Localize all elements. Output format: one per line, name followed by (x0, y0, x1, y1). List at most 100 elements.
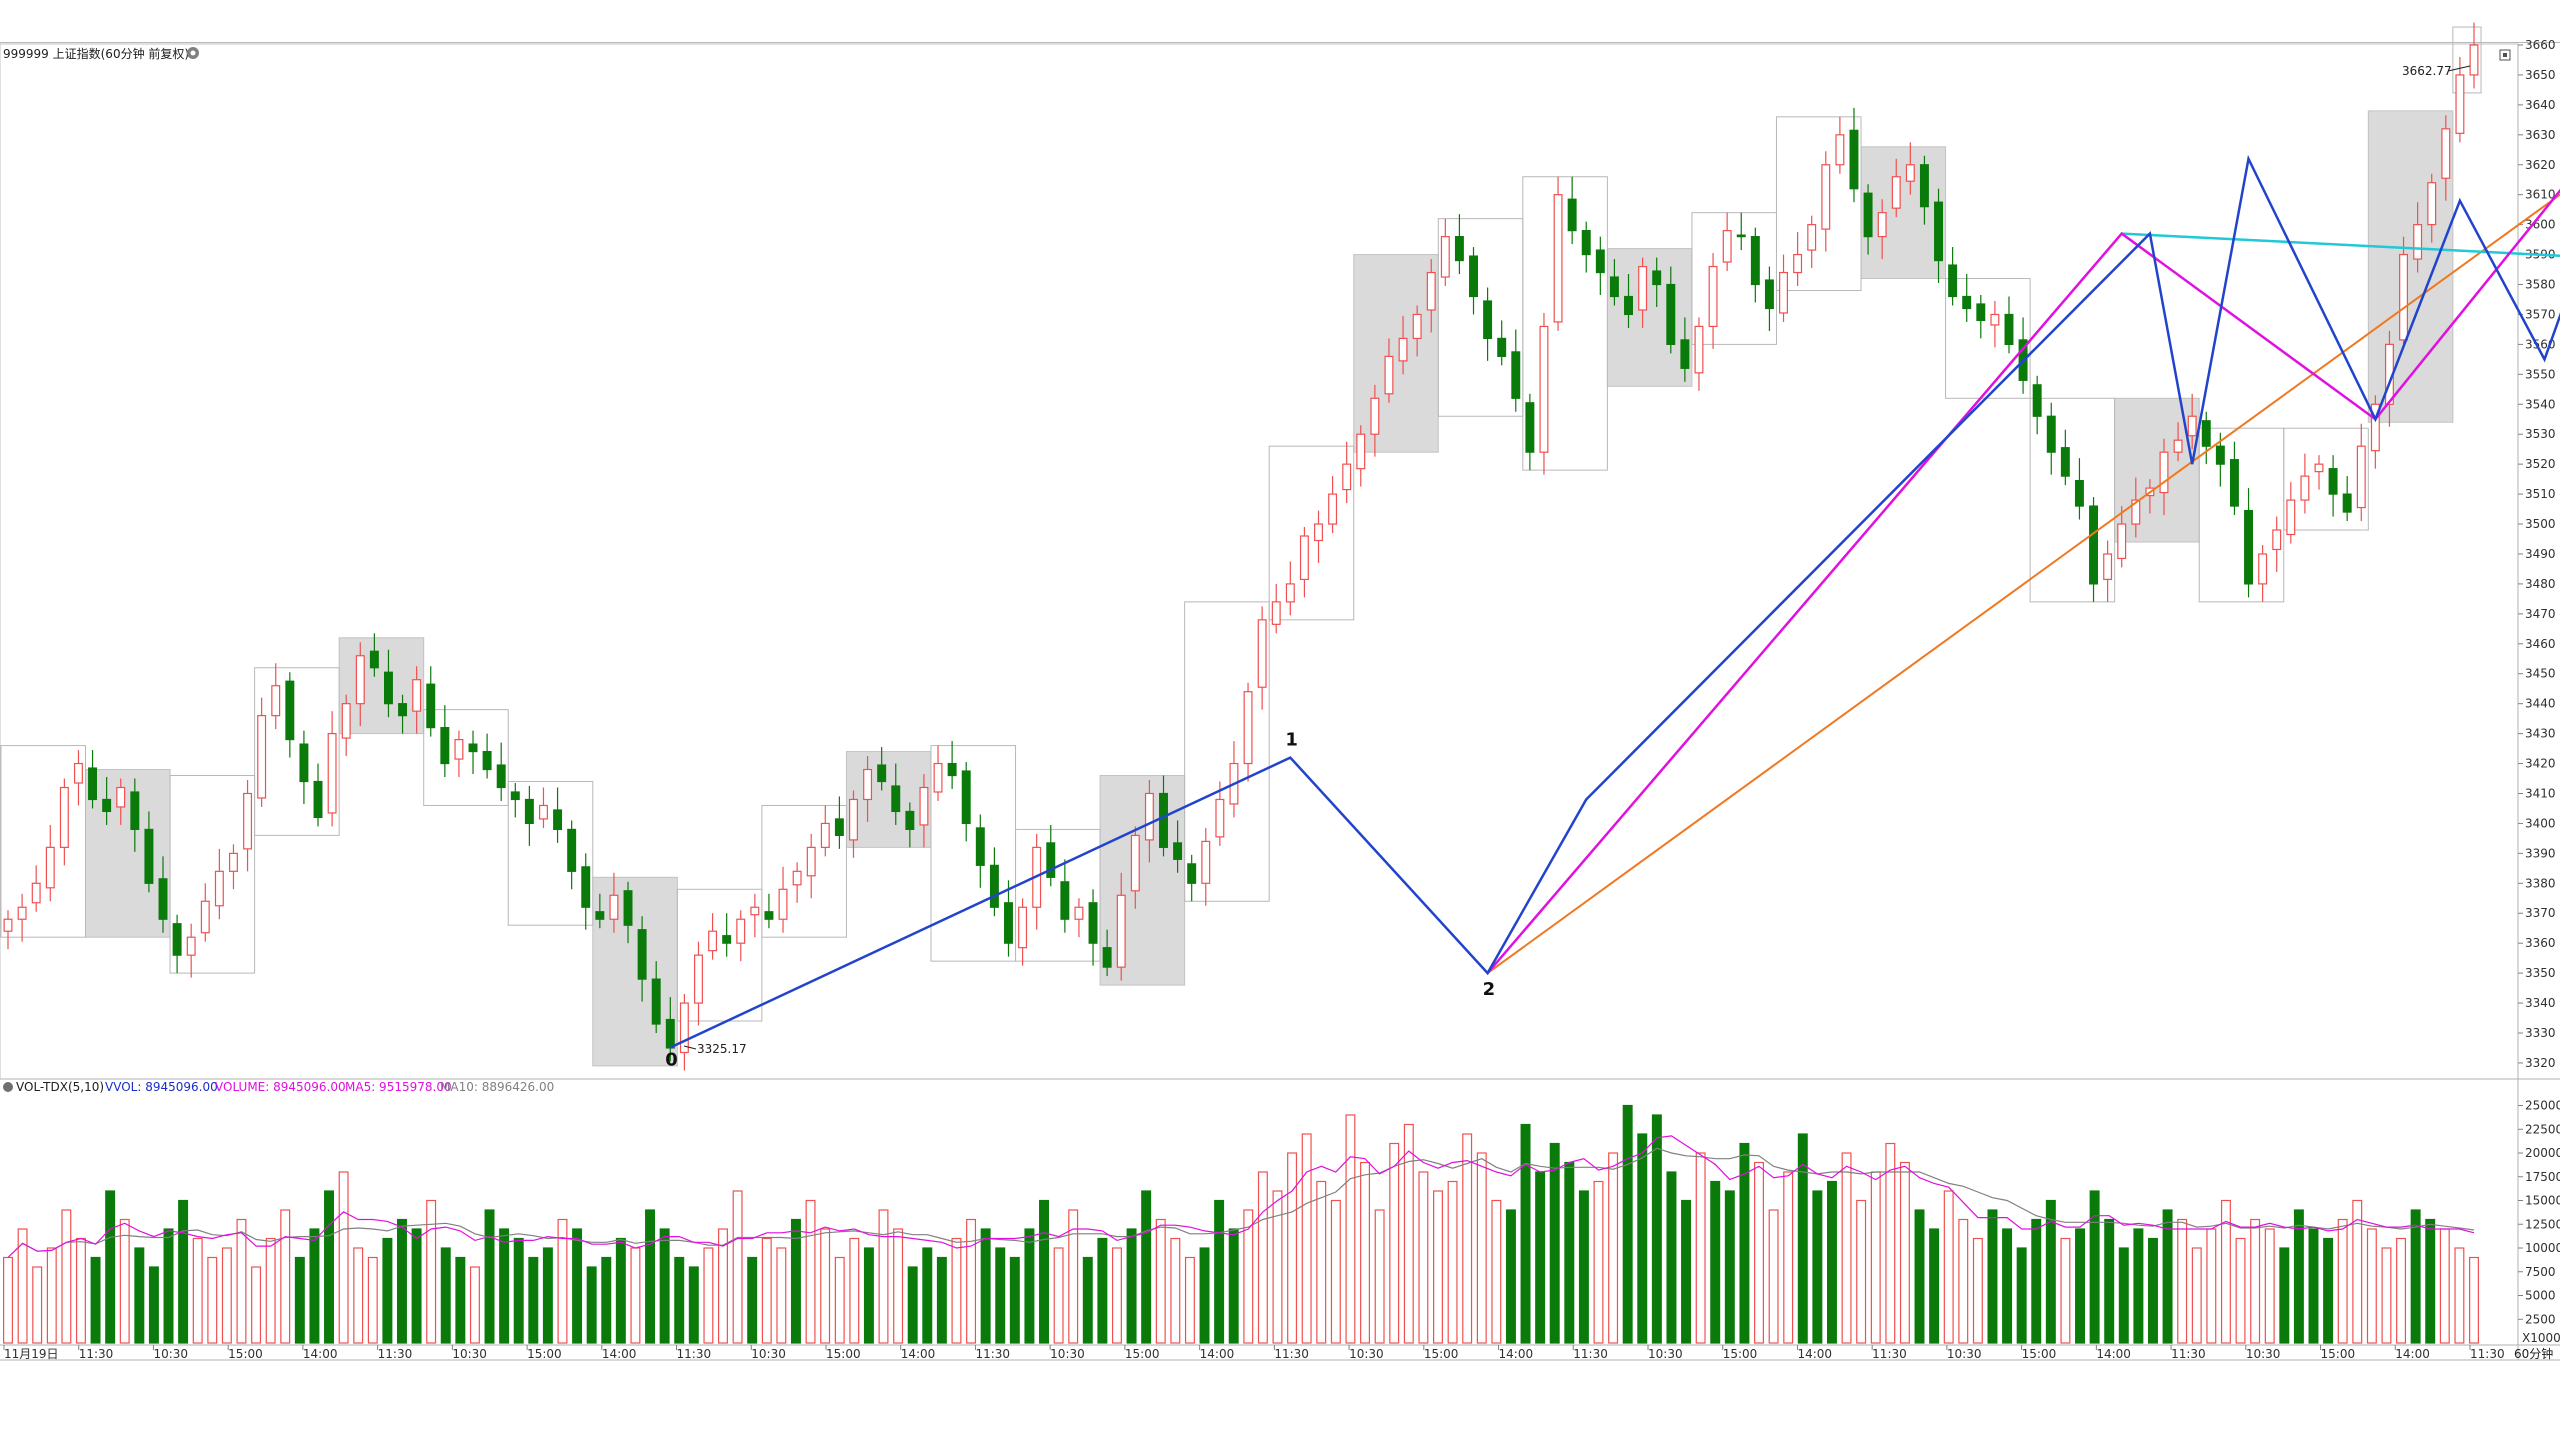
volume-bar-up (1841, 1152, 1852, 1344)
candle-down (299, 743, 309, 783)
volume-bar-down (1914, 1209, 1925, 1344)
volume-bar-up (2454, 1247, 2465, 1344)
price-tick-label: 3470 (2525, 607, 2556, 621)
candle-down (102, 798, 112, 813)
candle-up (778, 888, 788, 920)
price-tick-label: 3600 (2525, 218, 2556, 232)
candle-down (989, 864, 999, 908)
candle-down (158, 878, 168, 920)
candle-up (1257, 619, 1267, 688)
volume-bar-down (2104, 1218, 2115, 1344)
time-tick-label: 14:00 (2096, 1347, 2131, 1361)
candle-down (510, 791, 520, 801)
volume-bar-down (1535, 1171, 1546, 1344)
candle-down (2342, 493, 2352, 513)
settings-icon[interactable] (187, 47, 199, 59)
candle-up (1807, 224, 1817, 251)
candle-down (877, 764, 887, 783)
consolidation-box (1268, 445, 1355, 621)
price-tick-label: 3500 (2525, 517, 2556, 531)
candlesticks (3, 22, 2479, 1071)
price-tick-label: 3630 (2525, 128, 2556, 142)
volume-bar-down (2162, 1209, 2173, 1344)
candle-up (2117, 523, 2127, 560)
candle-down (2032, 384, 2042, 417)
volume-bar-up (630, 1247, 641, 1344)
price-panel-frame (0, 43, 2519, 1080)
price-tick-label: 3480 (2525, 577, 2556, 591)
window-restore-icon[interactable] (2499, 49, 2511, 61)
volume-bar-down (1082, 1256, 1093, 1344)
candle-down (496, 764, 506, 789)
volume-bar-up (2439, 1228, 2450, 1344)
candle-up (609, 894, 619, 920)
price-tick-label: 3330 (2525, 1026, 2556, 1040)
candle-down (1581, 230, 1591, 256)
candle-down (2004, 313, 2014, 345)
volume-bar-up (1155, 1218, 1166, 1344)
volume-bar-down (1009, 1256, 1020, 1344)
volume-bar-up (353, 1247, 364, 1344)
volume-bar-down (2075, 1228, 2086, 1344)
low-price-pointer (683, 1045, 697, 1050)
candle-up (863, 768, 873, 801)
volume-bar-down (1666, 1171, 1677, 1344)
volume-bar-down (863, 1247, 874, 1344)
volume-bar-up (2191, 1247, 2202, 1344)
volume-bar-down (1812, 1190, 1823, 1344)
time-tick-label: 14:00 (2395, 1347, 2430, 1361)
price-tick-label: 3410 (2525, 786, 2556, 800)
candle-down (130, 791, 140, 831)
candle-down (1962, 295, 1972, 310)
time-tick-label: 15:00 (228, 1347, 263, 1361)
vol-indicator-name: VOL-TDX(5,10) (16, 1080, 104, 1094)
candle-up (1835, 134, 1845, 166)
candle-down (961, 770, 971, 825)
candle-up (1426, 271, 1436, 311)
candle-up (200, 900, 210, 934)
volume-bar-down (294, 1256, 305, 1344)
candle-up (1384, 355, 1394, 395)
volume-bar-down (1126, 1228, 1137, 1344)
candle-down (369, 650, 379, 669)
consolidation-box (1437, 218, 1524, 417)
candle-down (891, 785, 901, 813)
volume-bar-up (32, 1266, 43, 1344)
time-tick-label: 14:00 (1797, 1347, 1832, 1361)
consolidation-box (2283, 427, 2369, 531)
volume-bar-down (936, 1256, 947, 1344)
volume-bar-down (105, 1190, 116, 1344)
volume-bar-down (1637, 1133, 1648, 1344)
candle-down (144, 828, 154, 884)
price-tick-label: 3510 (2525, 487, 2556, 501)
volume-bar-up (966, 1218, 977, 1344)
volume-bar-down (1622, 1104, 1633, 1344)
volume-bar-up (221, 1247, 232, 1344)
candle-down (1469, 255, 1478, 298)
volume-bar-down (2425, 1218, 2436, 1344)
consolidation-box (1015, 828, 1101, 962)
wave-label: 1 (1285, 730, 1298, 751)
candle-down (1060, 881, 1070, 920)
price-tick-label: 3440 (2525, 697, 2556, 711)
time-tick-label: 11月19日 (4, 1347, 59, 1361)
candle-up (2427, 182, 2437, 226)
candle-down (468, 743, 478, 753)
volume-settings-icon[interactable] (3, 1082, 13, 1092)
candle-down (581, 866, 591, 908)
candle-down (1976, 303, 1986, 322)
volume-bar-up (2235, 1237, 2246, 1344)
candle-down (2229, 459, 2239, 507)
candle-down (834, 818, 844, 837)
volume-bar-down (586, 1266, 597, 1344)
time-tick-label: 10:30 (751, 1347, 786, 1361)
candle-down (1483, 300, 1493, 340)
consolidation-box (761, 804, 847, 938)
volume-bar-down (674, 1256, 685, 1344)
candle-up (2314, 463, 2324, 473)
time-tick-label: 11:30 (975, 1347, 1010, 1361)
time-tick-label: 10:30 (2246, 1347, 2281, 1361)
period-label: 60分钟 (2514, 1346, 2553, 1361)
volume-tick-label: 5000 (2525, 1289, 2556, 1303)
